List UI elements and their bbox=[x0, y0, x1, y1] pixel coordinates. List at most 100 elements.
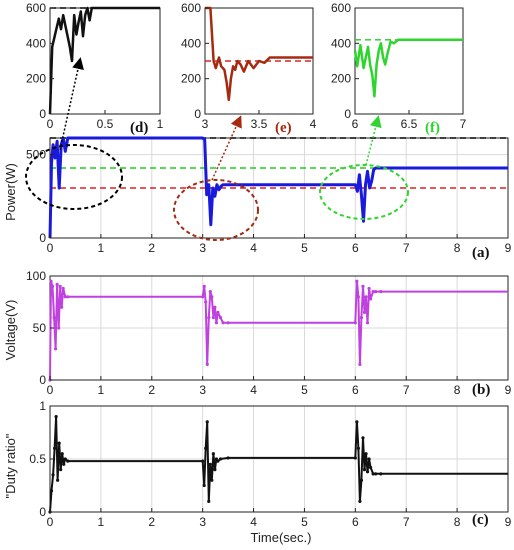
y-tick-label: 400 bbox=[181, 36, 201, 50]
y-tick-label: 200 bbox=[181, 72, 201, 86]
series-line bbox=[49, 280, 508, 381]
series-point bbox=[353, 321, 357, 325]
series-point bbox=[361, 436, 365, 440]
x-tick-label: 5 bbox=[301, 515, 308, 529]
ylabel-voltage: Voltage(V) bbox=[3, 300, 18, 361]
series-point bbox=[60, 452, 64, 456]
series-point bbox=[355, 279, 359, 283]
series-point bbox=[204, 446, 208, 450]
ylabel-power: Power(W) bbox=[3, 163, 18, 221]
series-line bbox=[353, 38, 463, 98]
series-point bbox=[205, 420, 209, 424]
panel-label: (c) bbox=[472, 512, 489, 528]
series-point bbox=[208, 462, 212, 466]
x-tick-label: 0 bbox=[47, 241, 54, 255]
y-tick-label: 0 bbox=[39, 373, 46, 387]
y-tick-label: 600 bbox=[181, 1, 201, 15]
series-point bbox=[54, 415, 58, 419]
panel-label: (a) bbox=[472, 245, 490, 261]
series-point bbox=[356, 446, 360, 450]
x-tick-label: 7 bbox=[460, 117, 467, 131]
series-point bbox=[63, 457, 67, 461]
series-point bbox=[362, 468, 367, 472]
series-point bbox=[213, 305, 217, 309]
x-tick-label: 4 bbox=[250, 383, 257, 397]
x-tick-label: 7 bbox=[403, 241, 410, 255]
x-tick-label: 3 bbox=[199, 241, 206, 255]
zoom-ellipse-e bbox=[173, 179, 259, 241]
series-point bbox=[359, 478, 364, 482]
series-point bbox=[353, 456, 357, 460]
y-tick-label: 200 bbox=[26, 72, 46, 86]
y-tick-label: 0 bbox=[39, 505, 46, 519]
series-point bbox=[371, 290, 375, 294]
series-point bbox=[210, 478, 214, 482]
series-point bbox=[358, 362, 362, 366]
series-point bbox=[226, 321, 230, 325]
series-point bbox=[364, 452, 368, 456]
y-tick-label: 400 bbox=[331, 36, 351, 50]
y-tick-label: 400 bbox=[26, 36, 46, 50]
x-tick-label: 0 bbox=[47, 117, 54, 131]
series-point bbox=[361, 284, 365, 288]
series-point bbox=[62, 462, 66, 466]
panel-label: (b) bbox=[472, 382, 490, 398]
y-tick-label: 0.5 bbox=[29, 452, 46, 466]
x-tick-label: 7 bbox=[403, 383, 410, 397]
zoom-ellipse-f bbox=[319, 164, 409, 220]
series-line bbox=[48, 136, 508, 239]
series-point bbox=[364, 295, 368, 299]
series-point bbox=[55, 282, 59, 286]
inset-e: 3 3.5 4 0 200 400 600 (e) bbox=[181, 1, 317, 136]
series-point bbox=[213, 468, 217, 472]
x-tick-label: 3 bbox=[202, 117, 209, 131]
series-point bbox=[356, 295, 360, 299]
series-point bbox=[53, 347, 58, 351]
series-point bbox=[59, 468, 63, 472]
series-point bbox=[201, 459, 205, 463]
inset-f: 6 6.5 7 0 200 400 600 (f) bbox=[331, 1, 467, 136]
series-point bbox=[57, 441, 61, 445]
y-tick-label: 600 bbox=[26, 1, 46, 15]
series-point bbox=[201, 295, 205, 299]
series-point bbox=[211, 316, 215, 320]
series-point bbox=[56, 478, 60, 482]
series-point bbox=[374, 472, 378, 476]
zoom-arrow-d bbox=[59, 57, 84, 151]
x-tick-label: 8 bbox=[454, 241, 461, 255]
y-tick-label: 1 bbox=[39, 399, 46, 413]
series-point bbox=[207, 316, 211, 320]
series-point bbox=[218, 316, 223, 320]
series-point bbox=[374, 290, 378, 294]
panel-b: 0 1 2 3 4 5 6 7 8 9 0 50 100 (b) bbox=[26, 269, 512, 398]
series-point bbox=[367, 457, 371, 461]
series-point bbox=[57, 326, 61, 330]
xlabel-time: Time(sec.) bbox=[251, 530, 312, 545]
x-tick-label: 8 bbox=[454, 383, 461, 397]
series-point bbox=[52, 316, 56, 320]
series-point bbox=[50, 284, 55, 288]
series-point bbox=[58, 284, 62, 288]
series-point bbox=[216, 310, 220, 314]
x-tick-label: 9 bbox=[505, 383, 512, 397]
series-point bbox=[214, 321, 219, 325]
axes-frame bbox=[49, 7, 161, 115]
series-point bbox=[52, 446, 57, 450]
panel-label: (f) bbox=[425, 120, 440, 136]
series-point bbox=[208, 290, 212, 294]
series-point bbox=[367, 286, 371, 291]
y-tick-label: 500 bbox=[26, 148, 46, 162]
x-tick-label: 1 bbox=[98, 383, 105, 397]
zoom-arrow-e bbox=[211, 115, 242, 181]
x-tick-label: 5 bbox=[301, 383, 308, 397]
x-tick-label: 9 bbox=[505, 515, 512, 529]
x-tick-label: 1 bbox=[98, 515, 105, 529]
y-tick-label: 0 bbox=[39, 231, 46, 245]
x-tick-label: 3 bbox=[199, 383, 206, 397]
y-tick-label: 50 bbox=[33, 321, 47, 335]
series-point bbox=[365, 321, 370, 325]
panel-label: (d) bbox=[130, 120, 148, 136]
series-line bbox=[205, 6, 313, 102]
inset-d: 0 0.5 1 0 200 400 600 (d) bbox=[26, 1, 164, 136]
x-tick-label: 8 bbox=[454, 515, 461, 529]
